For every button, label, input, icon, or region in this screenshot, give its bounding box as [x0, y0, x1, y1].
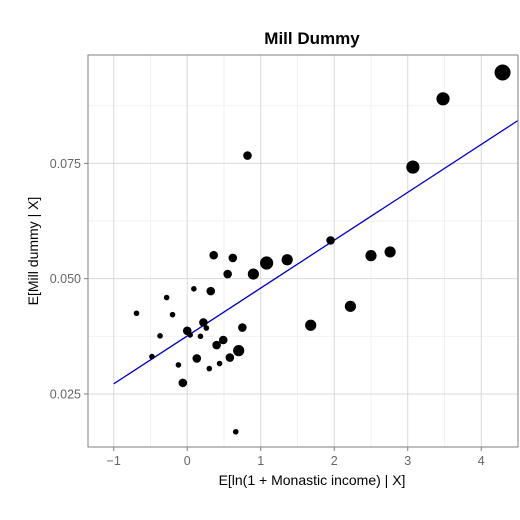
x-tick-label: −1 [107, 454, 121, 468]
fit-line [113, 119, 519, 385]
data-point [197, 333, 204, 340]
panel-border [87, 54, 519, 448]
data-point [281, 254, 293, 266]
data-point [406, 160, 420, 174]
y-tick-label: 0.025 [50, 387, 81, 401]
data-point [199, 318, 208, 327]
data-point [238, 323, 247, 332]
x-tick-label: 4 [478, 454, 485, 468]
y-tick-label: 0.075 [50, 157, 81, 171]
data-point [216, 360, 223, 367]
x-tick-label: 0 [184, 454, 191, 468]
data-point [133, 310, 140, 317]
data-point [203, 325, 210, 331]
data-point [163, 294, 170, 301]
data-point [384, 246, 396, 258]
x-tick-label: 1 [257, 454, 264, 468]
data-point [175, 362, 182, 368]
data-point [206, 365, 213, 372]
data-point [187, 332, 193, 338]
data-point [436, 92, 450, 106]
data-point [243, 151, 252, 160]
fit-line-layer [113, 119, 519, 385]
data-point [494, 64, 511, 81]
data-point [365, 250, 377, 262]
data-point [206, 286, 216, 296]
x-tick-label: 3 [404, 454, 411, 468]
y-tick-label: 0.050 [50, 272, 81, 286]
data-point [223, 269, 232, 279]
data-point [260, 256, 274, 270]
data-point [192, 354, 202, 363]
data-point [326, 236, 335, 245]
data-point [305, 319, 317, 331]
points-layer [133, 64, 511, 435]
data-point [209, 250, 218, 260]
y-axis-label: E[Mill dummy | X] [25, 197, 41, 306]
data-point [233, 345, 245, 357]
data-point [157, 333, 163, 339]
chart-title: Mill Dummy [264, 29, 360, 48]
data-point [149, 353, 155, 360]
data-point [218, 335, 228, 345]
data-point [344, 300, 357, 312]
x-axis-label: E[ln(1 + Monastic income) | X] [219, 472, 406, 488]
data-point [247, 268, 259, 280]
data-point [169, 311, 176, 318]
data-point [228, 253, 238, 263]
data-point [191, 286, 197, 292]
major-grid [88, 55, 518, 447]
data-point [225, 353, 235, 362]
minor-grid [88, 55, 519, 447]
y-axis: 0.025 0.050 0.075 [50, 157, 88, 401]
data-point [212, 340, 221, 350]
data-point [178, 378, 188, 388]
x-axis: −1 0 1 2 3 4 [107, 447, 485, 468]
data-point [232, 428, 239, 435]
x-tick-label: 2 [331, 454, 338, 468]
